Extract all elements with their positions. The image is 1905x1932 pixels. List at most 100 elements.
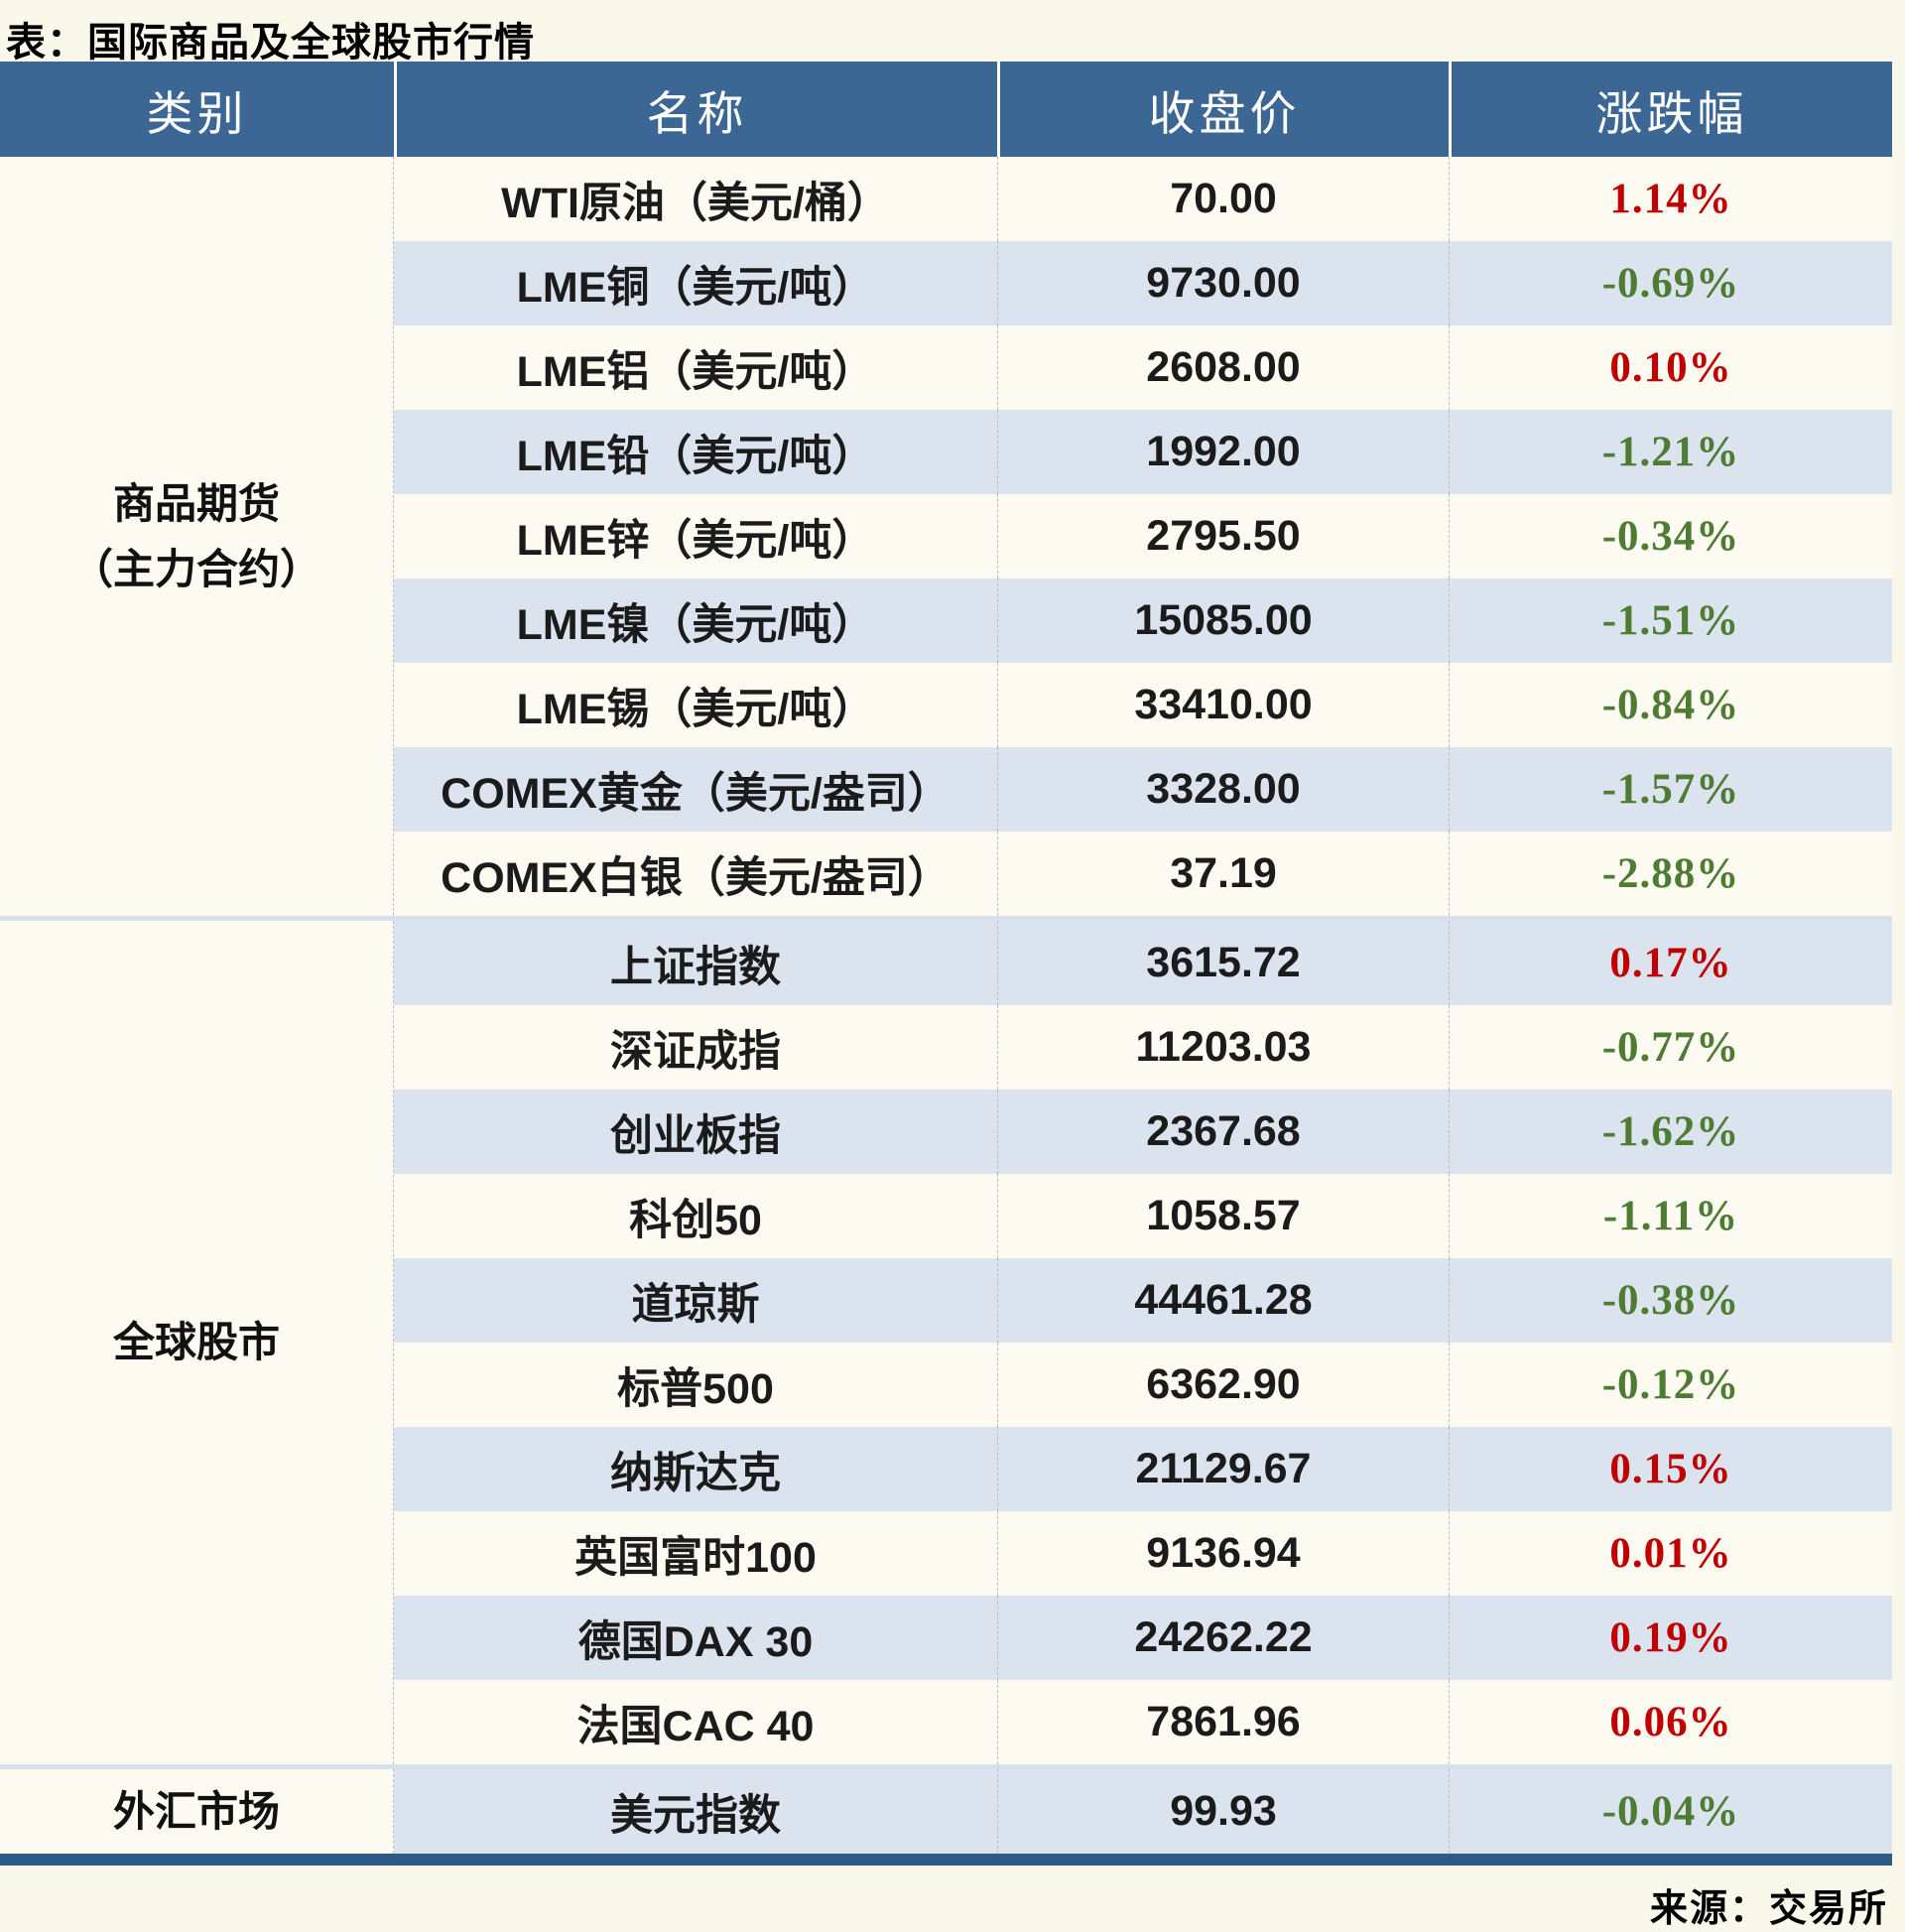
table-row: LME镍（美元/吨） 15085.00 -1.51%: [394, 579, 1892, 663]
cell-close-price: 6362.90: [997, 1343, 1449, 1427]
cell-instrument-name: 法国CAC 40: [576, 1702, 815, 1750]
section-rows: 美元指数 99.93 -0.04%: [394, 1769, 1892, 1854]
section-rows: 上证指数 3615.72 0.17% 深证成指 11203.03 -0.77% 创业板指 23…: [394, 921, 1892, 1764]
cell-instrument-name: LME铝（美元/吨）: [516, 347, 875, 396]
table-section: 外汇市场 美元指数 99.93 -0.04%: [0, 1769, 1892, 1854]
table-row: 法国CAC 40 7861.96 0.06%: [394, 1680, 1892, 1764]
cell-change-percent: -1.11%: [1449, 1174, 1892, 1258]
cell-close-price: 1058.57: [997, 1174, 1449, 1258]
table-row: COMEX白银（美元/盎司） 37.19 -2.88%: [394, 832, 1892, 916]
table-row: 标普500 6362.90 -0.12%: [394, 1343, 1892, 1427]
header-name: 名称: [394, 62, 997, 157]
table-row: 道琼斯 44461.28 -0.38%: [394, 1258, 1892, 1343]
section-rows: WTI原油（美元/桶） 70.00 1.14% LME铜（美元/吨） 9730.00 -0…: [394, 157, 1892, 916]
cell-change-percent: 0.15%: [1449, 1427, 1892, 1511]
source-note: 来源：交易所: [1649, 1888, 1888, 1930]
cell-instrument-name: COMEX黄金（美元/盎司）: [441, 769, 951, 818]
category-cell: 商品期货 （主力合约）: [0, 157, 394, 916]
cell-instrument-name: 标普500: [617, 1364, 774, 1413]
cell-instrument-name: 纳斯达克: [610, 1449, 781, 1497]
cell-close-price: 37.19: [997, 832, 1449, 916]
cell-change-percent: -0.38%: [1449, 1258, 1892, 1343]
table-row: LME锡（美元/吨） 33410.00 -0.84%: [394, 663, 1892, 747]
section-separator: [0, 916, 1892, 921]
cell-instrument-name: 德国DAX 30: [577, 1617, 814, 1666]
table-section: 商品期货 （主力合约） WTI原油（美元/桶） 70.00 1.14% LME铜（美元/吨…: [0, 157, 1892, 916]
table-row: 科创50 1058.57 -1.11%: [394, 1174, 1892, 1258]
cell-close-price: 9136.94: [997, 1511, 1449, 1596]
cell-change-percent: 0.10%: [1449, 325, 1892, 410]
market-table: 类别 名称 收盘价 涨跌幅 商品期货 （主力合约） WTI原油（美元/桶） 70.00…: [0, 62, 1892, 1866]
cell-change-percent: 0.19%: [1449, 1596, 1892, 1680]
category-label: 商品期货: [112, 480, 280, 528]
table-row: 纳斯达克 21129.67 0.15%: [394, 1427, 1892, 1511]
table-row: COMEX黄金（美元/盎司） 3328.00 -1.57%: [394, 747, 1892, 832]
header-category: 类别: [146, 88, 248, 141]
cell-change-percent: 0.06%: [1449, 1680, 1892, 1764]
cell-close-price: 2795.50: [997, 494, 1449, 579]
table-row: 美元指数 99.93 -0.04%: [394, 1769, 1892, 1854]
category-cell: 外汇市场: [0, 1769, 394, 1854]
table-bottom-border: [0, 1854, 1892, 1866]
cell-change-percent: -0.84%: [1449, 663, 1892, 747]
cell-change-percent: -1.57%: [1449, 747, 1892, 832]
table-row: 深证成指 11203.03 -0.77%: [394, 1005, 1892, 1090]
cell-change-percent: -0.69%: [1449, 241, 1892, 325]
cell-close-price: 33410.00: [997, 663, 1449, 747]
header-change: 涨跌幅: [1449, 62, 1892, 157]
table-header-row: 类别 名称 收盘价 涨跌幅: [0, 62, 1892, 157]
cell-instrument-name: WTI原油（美元/桶）: [501, 179, 890, 227]
table-row: 创业板指 2367.68 -1.62%: [394, 1090, 1892, 1174]
cell-change-percent: -1.62%: [1449, 1090, 1892, 1174]
cell-change-percent: 0.17%: [1449, 921, 1892, 1005]
table-row: LME锌（美元/吨） 2795.50 -0.34%: [394, 494, 1892, 579]
table-row: WTI原油（美元/桶） 70.00 1.14%: [394, 157, 1892, 241]
cell-instrument-name: 美元指数: [610, 1791, 781, 1840]
table-row: 德国DAX 30 24262.22 0.19%: [394, 1596, 1892, 1680]
cell-change-percent: -0.12%: [1449, 1343, 1892, 1427]
cell-close-price: 3615.72: [997, 921, 1449, 1005]
category-label: 外汇市场: [112, 1787, 280, 1835]
table-row: LME铝（美元/吨） 2608.00 0.10%: [394, 325, 1892, 410]
cell-change-percent: -2.88%: [1449, 832, 1892, 916]
table-body: 商品期货 （主力合约） WTI原油（美元/桶） 70.00 1.14% LME铜（美元/吨…: [0, 157, 1892, 1854]
cell-close-price: 24262.22: [997, 1596, 1449, 1680]
cell-close-price: 7861.96: [997, 1680, 1449, 1764]
cell-instrument-name: 科创50: [629, 1196, 762, 1244]
cell-change-percent: 0.01%: [1449, 1511, 1892, 1596]
cell-change-percent: -1.51%: [1449, 579, 1892, 663]
cell-change-percent: -0.77%: [1449, 1005, 1892, 1090]
cell-instrument-name: 上证指数: [610, 943, 781, 991]
cell-change-percent: 1.14%: [1449, 157, 1892, 241]
cell-close-price: 15085.00: [997, 579, 1449, 663]
cell-instrument-name: COMEX白银（美元/盎司）: [441, 853, 951, 902]
cell-instrument-name: LME铅（美元/吨）: [516, 432, 875, 480]
cell-close-price: 2608.00: [997, 325, 1449, 410]
table-section: 全球股市 上证指数 3615.72 0.17% 深证成指 11203.03 -0.77% 创业…: [0, 921, 1892, 1764]
table-row: 上证指数 3615.72 0.17%: [394, 921, 1892, 1005]
cell-instrument-name: LME锡（美元/吨）: [516, 685, 875, 733]
cell-change-percent: -0.04%: [1449, 1769, 1892, 1854]
cell-change-percent: -1.21%: [1449, 410, 1892, 494]
cell-close-price: 11203.03: [997, 1005, 1449, 1090]
cell-close-price: 1992.00: [997, 410, 1449, 494]
cell-close-price: 99.93: [997, 1769, 1449, 1854]
cell-instrument-name: 创业板指: [610, 1111, 781, 1160]
cell-instrument-name: 深证成指: [610, 1027, 781, 1076]
cell-close-price: 2367.68: [997, 1090, 1449, 1174]
cell-close-price: 3328.00: [997, 747, 1449, 832]
table-title: 表：国际商品及全球股市行情: [6, 21, 535, 64]
category-label: 全球股市: [112, 1319, 280, 1366]
table-row: 英国富时100 9136.94 0.01%: [394, 1511, 1892, 1596]
table-row: LME铅（美元/吨） 1992.00 -1.21%: [394, 410, 1892, 494]
section-separator: [0, 1764, 1892, 1769]
cell-change-percent: -0.34%: [1449, 494, 1892, 579]
cell-instrument-name: LME铜（美元/吨）: [516, 263, 875, 312]
category-label: （主力合约）: [70, 545, 321, 592]
header-close: 收盘价: [997, 62, 1449, 157]
cell-close-price: 21129.67: [997, 1427, 1449, 1511]
cell-close-price: 44461.28: [997, 1258, 1449, 1343]
cell-instrument-name: 道琼斯: [631, 1280, 760, 1329]
cell-close-price: 9730.00: [997, 241, 1449, 325]
